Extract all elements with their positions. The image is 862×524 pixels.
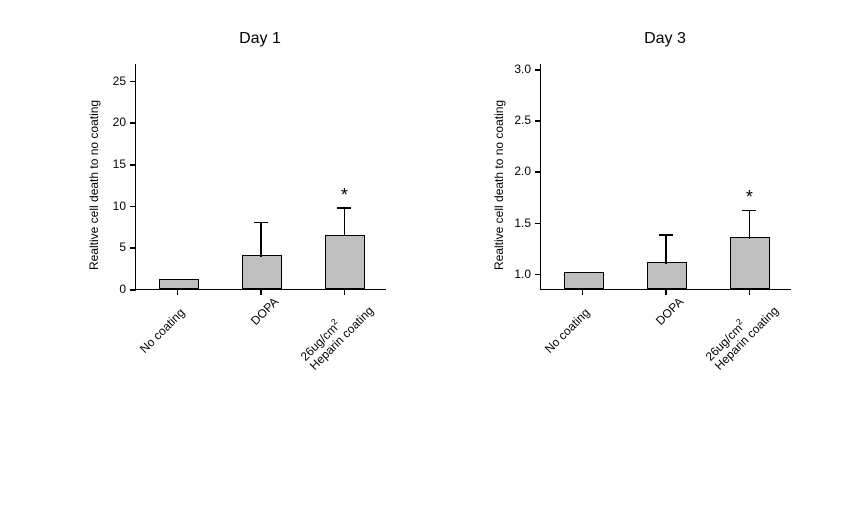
xtick-mark — [177, 289, 179, 295]
errorbar-line — [749, 210, 751, 239]
bar — [564, 272, 604, 289]
ylabel-day3: Realtive cell death to no coating — [492, 100, 506, 270]
ylabel-day1: Realtive cell death to no coating — [87, 100, 101, 270]
xtick-label: No coating — [137, 305, 187, 355]
errorbar-line — [344, 208, 346, 236]
ytick-label: 1.5 — [514, 216, 531, 230]
errorbar-cap — [337, 207, 351, 209]
xtick-label: DOPA — [653, 294, 686, 327]
xtick-mark — [749, 289, 751, 295]
xtick-mark — [260, 289, 262, 295]
bar — [730, 237, 770, 289]
ytick-label: 5 — [119, 240, 126, 254]
xtick-label: 26ug/cm2Heparin coating — [297, 293, 376, 372]
panel-title-day1: Day 1 — [135, 30, 385, 48]
panel-day1: Day 1 Realtive cell death to no coating … — [135, 65, 385, 290]
panel-title-day3: Day 3 — [540, 30, 790, 48]
plot-area-day1: 0510152025No coatingDOPA*26ug/cm2Heparin… — [135, 64, 386, 290]
figure-canvas: Day 1 Realtive cell death to no coating … — [0, 0, 862, 524]
errorbar-line — [260, 222, 262, 257]
ytick-label: 10 — [113, 199, 126, 213]
xtick-label: DOPA — [248, 294, 281, 327]
plot-area-day3: 1.01.52.02.53.0No coatingDOPA*26ug/cm2He… — [540, 64, 791, 290]
panel-day3: Day 3 Realtive cell death to no coating … — [540, 65, 790, 290]
xtick-label: 26ug/cm2Heparin coating — [702, 293, 781, 372]
errorbar-cap — [659, 234, 673, 236]
errorbar-cap — [254, 222, 268, 224]
bar — [242, 255, 282, 289]
ytick-label: 25 — [113, 74, 126, 88]
ytick-label: 3.0 — [514, 62, 531, 76]
significance-star: * — [746, 187, 753, 208]
xtick-label: No coating — [542, 305, 592, 355]
ytick-label: 2.0 — [514, 164, 531, 178]
bar — [159, 279, 199, 289]
errorbar-cap — [742, 210, 756, 212]
errorbar-line — [665, 235, 667, 265]
ytick-label: 2.5 — [514, 113, 531, 127]
xtick-mark — [582, 289, 584, 295]
bar — [325, 235, 365, 290]
xtick-mark — [344, 289, 346, 295]
xtick-mark — [665, 289, 667, 295]
ytick-label: 20 — [113, 115, 126, 129]
significance-star: * — [341, 185, 348, 206]
bar — [647, 262, 687, 289]
ytick-label: 1.0 — [514, 267, 531, 281]
ytick-label: 15 — [113, 157, 126, 171]
ytick-label: 0 — [119, 282, 126, 296]
